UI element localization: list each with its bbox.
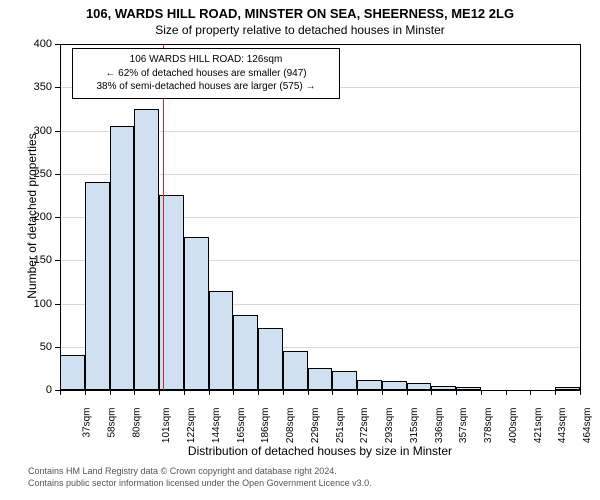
xtick-label: 101sqm <box>161 408 172 444</box>
xtick-label: 357sqm <box>459 408 470 444</box>
xtick-label: 336sqm <box>434 408 445 444</box>
annotation-box: 106 WARDS HILL ROAD: 126sqm ← 62% of det… <box>72 48 340 99</box>
histogram-bar <box>60 355 85 390</box>
xtick-label: 208sqm <box>285 408 296 444</box>
chart-title: 106, WARDS HILL ROAD, MINSTER ON SEA, SH… <box>0 0 600 21</box>
y-axis <box>60 44 61 390</box>
xtick-label: 122sqm <box>186 408 197 444</box>
xtick-label: 37sqm <box>82 408 93 438</box>
xtick-label: 378sqm <box>483 408 494 444</box>
xtick-label: 144sqm <box>211 408 222 444</box>
histogram-bar <box>85 182 110 390</box>
ytick-label: 0 <box>26 384 52 396</box>
x-axis <box>60 390 580 391</box>
xtick-label: 58sqm <box>106 408 117 438</box>
xtick-mark <box>580 390 581 395</box>
histogram-bar <box>233 315 258 390</box>
histogram-bar <box>134 109 159 390</box>
x-axis-label: Distribution of detached houses by size … <box>60 444 580 458</box>
xtick-label: 315sqm <box>409 408 420 444</box>
xtick-label: 80sqm <box>131 408 142 438</box>
chart-subtitle: Size of property relative to detached ho… <box>0 21 600 37</box>
xtick-label: 443sqm <box>558 408 569 444</box>
ytick-label: 400 <box>26 38 52 50</box>
ytick-label: 50 <box>26 341 52 353</box>
annotation-line-2: ← 62% of detached houses are smaller (94… <box>79 67 333 81</box>
xtick-label: 421sqm <box>533 408 544 444</box>
histogram-bar <box>407 383 432 390</box>
xtick-label: 251sqm <box>335 408 346 444</box>
xtick-label: 293sqm <box>384 408 395 444</box>
footer-line-1: Contains HM Land Registry data © Crown c… <box>28 466 372 478</box>
y-axis-label: Number of detached properties <box>25 116 39 316</box>
xtick-label: 272sqm <box>359 408 370 444</box>
histogram-bar <box>209 291 234 390</box>
xtick-label: 464sqm <box>582 408 593 444</box>
xtick-label: 165sqm <box>236 408 247 444</box>
xtick-label: 229sqm <box>310 408 321 444</box>
annotation-line-3: 38% of semi-detached houses are larger (… <box>79 80 333 94</box>
ytick-label: 350 <box>26 81 52 93</box>
xtick-label: 400sqm <box>508 408 519 444</box>
footer-attribution: Contains HM Land Registry data © Crown c… <box>28 466 372 489</box>
footer-line-2: Contains public sector information licen… <box>28 478 372 490</box>
histogram-chart: 106, WARDS HILL ROAD, MINSTER ON SEA, SH… <box>0 0 600 500</box>
right-axis <box>580 44 581 390</box>
histogram-bar <box>184 237 209 390</box>
histogram-bar <box>382 381 407 390</box>
xtick-label: 186sqm <box>260 408 271 444</box>
histogram-bar <box>332 371 357 390</box>
histogram-bar <box>258 328 283 390</box>
histogram-bar <box>308 368 333 390</box>
histogram-bar <box>357 380 382 390</box>
histogram-bar <box>110 126 135 390</box>
histogram-bar <box>283 351 308 390</box>
top-axis <box>60 44 580 45</box>
annotation-line-1: 106 WARDS HILL ROAD: 126sqm <box>79 53 333 67</box>
